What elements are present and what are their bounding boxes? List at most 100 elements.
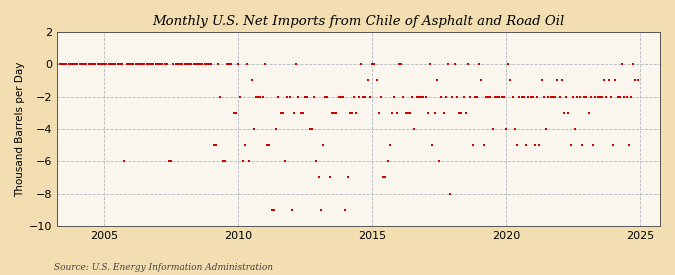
- Point: [286, 208, 297, 212]
- Point: [262, 143, 273, 147]
- Point: [335, 94, 346, 99]
- Point: [527, 94, 538, 99]
- Point: [501, 127, 512, 131]
- Point: [275, 111, 286, 115]
- Point: [404, 111, 415, 115]
- Point: [331, 111, 342, 115]
- Point: [530, 143, 541, 147]
- Point: [443, 62, 454, 67]
- Point: [387, 111, 398, 115]
- Point: [264, 143, 275, 147]
- Point: [561, 94, 572, 99]
- Point: [537, 78, 547, 82]
- Point: [273, 94, 284, 99]
- Point: [291, 62, 302, 67]
- Point: [358, 94, 369, 99]
- Point: [190, 62, 201, 67]
- Y-axis label: Thousand Barrels per Day: Thousand Barrels per Day: [15, 61, 25, 197]
- Point: [605, 94, 616, 99]
- Point: [375, 94, 386, 99]
- Point: [318, 143, 329, 147]
- Point: [248, 127, 259, 131]
- Point: [516, 94, 527, 99]
- Point: [244, 159, 254, 163]
- Point: [260, 62, 271, 67]
- Point: [255, 94, 266, 99]
- Point: [534, 143, 545, 147]
- Point: [47, 62, 58, 67]
- Point: [313, 175, 324, 180]
- Point: [380, 175, 391, 180]
- Point: [311, 159, 322, 163]
- Point: [228, 111, 239, 115]
- Point: [329, 111, 340, 115]
- Point: [224, 62, 235, 67]
- Point: [465, 94, 476, 99]
- Point: [177, 62, 188, 67]
- Point: [547, 94, 558, 99]
- Point: [103, 62, 114, 67]
- Point: [599, 78, 610, 82]
- Point: [512, 143, 522, 147]
- Point: [293, 94, 304, 99]
- Point: [184, 62, 194, 67]
- Point: [157, 62, 167, 67]
- Point: [202, 62, 213, 67]
- Point: [608, 143, 618, 147]
- Point: [487, 127, 498, 131]
- Point: [306, 127, 317, 131]
- Point: [105, 62, 116, 67]
- Point: [108, 62, 119, 67]
- Point: [231, 111, 242, 115]
- Point: [539, 94, 549, 99]
- Point: [61, 62, 72, 67]
- Point: [447, 94, 458, 99]
- Point: [148, 62, 159, 67]
- Point: [192, 62, 203, 67]
- Point: [630, 78, 641, 82]
- Point: [452, 94, 462, 99]
- Point: [324, 175, 335, 180]
- Point: [476, 78, 487, 82]
- Point: [472, 94, 483, 99]
- Point: [578, 94, 589, 99]
- Point: [182, 62, 192, 67]
- Point: [585, 94, 596, 99]
- Point: [86, 62, 97, 67]
- Point: [628, 62, 639, 67]
- Point: [333, 94, 344, 99]
- Point: [340, 208, 351, 212]
- Point: [414, 94, 425, 99]
- Point: [623, 143, 634, 147]
- Point: [489, 94, 500, 99]
- Point: [221, 62, 232, 67]
- Point: [503, 62, 514, 67]
- Point: [440, 94, 451, 99]
- Point: [574, 94, 585, 99]
- Point: [175, 62, 186, 67]
- Point: [146, 62, 157, 67]
- Point: [418, 94, 429, 99]
- Point: [128, 62, 138, 67]
- Point: [362, 78, 373, 82]
- Point: [153, 62, 163, 67]
- Point: [601, 94, 612, 99]
- Point: [568, 94, 578, 99]
- Point: [170, 62, 181, 67]
- Point: [570, 127, 580, 131]
- Point: [173, 62, 184, 67]
- Point: [603, 78, 614, 82]
- Point: [411, 94, 422, 99]
- Point: [400, 111, 411, 115]
- Point: [211, 143, 221, 147]
- Point: [132, 62, 143, 67]
- Point: [498, 94, 509, 99]
- Point: [576, 143, 587, 147]
- Point: [141, 62, 152, 67]
- Point: [549, 94, 560, 99]
- Point: [124, 62, 134, 67]
- Point: [532, 94, 543, 99]
- Point: [427, 143, 438, 147]
- Point: [57, 62, 68, 67]
- Point: [545, 94, 556, 99]
